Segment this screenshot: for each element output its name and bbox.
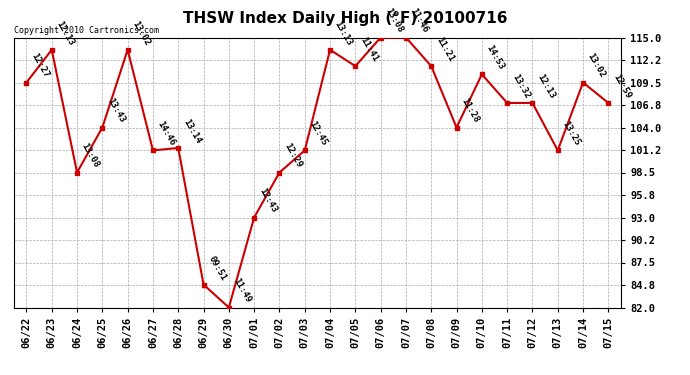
Text: 12:13: 12:13 xyxy=(55,19,76,47)
Text: 14:53: 14:53 xyxy=(484,44,506,72)
Text: 12:59: 12:59 xyxy=(611,72,632,100)
Text: 11:41: 11:41 xyxy=(358,36,380,63)
Text: 12:45: 12:45 xyxy=(308,120,328,148)
Text: 11:49: 11:49 xyxy=(232,277,253,305)
Text: 14:46: 14:46 xyxy=(156,120,177,148)
Text: 13:08: 13:08 xyxy=(80,142,101,170)
Text: 13:02: 13:02 xyxy=(130,19,152,47)
Text: Copyright 2010 Cartronics.com: Copyright 2010 Cartronics.com xyxy=(14,26,159,35)
Text: 12:43: 12:43 xyxy=(257,187,278,215)
Text: 12:27: 12:27 xyxy=(29,52,50,80)
Text: 13:43: 13:43 xyxy=(105,97,126,125)
Text: 12:29: 12:29 xyxy=(282,142,304,170)
Text: 13:08: 13:08 xyxy=(384,7,404,35)
Text: 13:14: 13:14 xyxy=(181,117,202,145)
Text: 11:21: 11:21 xyxy=(434,36,455,63)
Text: 09:51: 09:51 xyxy=(206,254,228,282)
Text: 13:13: 13:13 xyxy=(333,19,354,47)
Text: 13:02: 13:02 xyxy=(586,52,607,80)
Text: 13:32: 13:32 xyxy=(510,72,531,100)
Text: 11:28: 11:28 xyxy=(460,97,480,125)
Text: 12:13: 12:13 xyxy=(535,72,556,100)
Text: 11:46: 11:46 xyxy=(408,7,430,35)
Text: THSW Index Daily High (°F) 20100716: THSW Index Daily High (°F) 20100716 xyxy=(183,11,507,26)
Text: 13:25: 13:25 xyxy=(560,120,582,148)
